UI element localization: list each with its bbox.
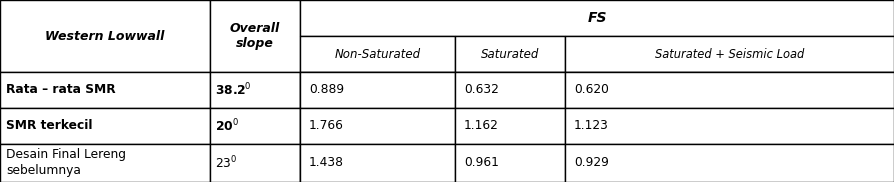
Text: 1.766: 1.766 [609, 120, 644, 132]
Bar [300, 144, 455, 182]
Bar [565, 72, 894, 108]
Bar [565, 36, 894, 72]
Bar [300, 108, 455, 144]
Bar [300, 0, 894, 36]
Text: 0.620: 0.620 [574, 84, 609, 96]
Text: 38.2$^{\mathsf{0}}$: 38.2$^{\mathsf{0}}$ [215, 82, 252, 98]
Text: Overall
slope: Overall slope [230, 21, 280, 50]
Bar [210, 0, 300, 72]
Text: 0.632: 0.632 [464, 84, 499, 96]
Bar [455, 108, 565, 144]
Bar [300, 36, 455, 72]
Bar [210, 144, 300, 182]
Bar [300, 108, 455, 144]
Text: Saturated + Seismic Load: Saturated + Seismic Load [655, 48, 804, 60]
Bar [455, 108, 565, 144]
Bar [565, 108, 894, 144]
Text: 20$^{\mathsf{0}}$: 20$^{\mathsf{0}}$ [215, 118, 240, 134]
Bar [210, 72, 300, 108]
Bar [455, 72, 565, 108]
Bar [0, 72, 210, 108]
Text: 1.438: 1.438 [609, 157, 644, 169]
Text: 0.889: 0.889 [609, 84, 644, 96]
Bar [0, 108, 210, 144]
Text: Western Lowwall: Western Lowwall [46, 29, 164, 43]
Text: 0.889: 0.889 [309, 84, 344, 96]
Text: 1.438: 1.438 [309, 157, 344, 169]
Text: SMR terkecil: SMR terkecil [6, 120, 93, 132]
Text: 23$^{\mathsf{0}}$: 23$^{\mathsf{0}}$ [215, 155, 238, 171]
Text: FS: FS [587, 11, 607, 25]
Text: Non-Saturated: Non-Saturated [334, 48, 420, 60]
Bar [210, 108, 300, 144]
Bar [300, 72, 455, 108]
Bar [565, 108, 894, 144]
Text: 0.929: 0.929 [574, 157, 609, 169]
Bar [565, 72, 894, 108]
Text: 1.162: 1.162 [464, 120, 499, 132]
Bar [300, 144, 455, 182]
Bar [300, 72, 455, 108]
Bar [565, 144, 894, 182]
Bar [455, 36, 565, 72]
Text: Saturated: Saturated [481, 48, 539, 60]
Bar [0, 144, 210, 182]
Bar [565, 144, 894, 182]
Text: Rata – rata SMR: Rata – rata SMR [6, 84, 116, 96]
Text: Desain Final Lereng
sebelumnya: Desain Final Lereng sebelumnya [6, 149, 126, 177]
Text: 1.123: 1.123 [574, 120, 609, 132]
Bar [0, 0, 210, 72]
Bar [455, 72, 565, 108]
Text: 0.961: 0.961 [464, 157, 499, 169]
Text: 1.766: 1.766 [309, 120, 344, 132]
Bar [455, 144, 565, 182]
Bar [455, 144, 565, 182]
